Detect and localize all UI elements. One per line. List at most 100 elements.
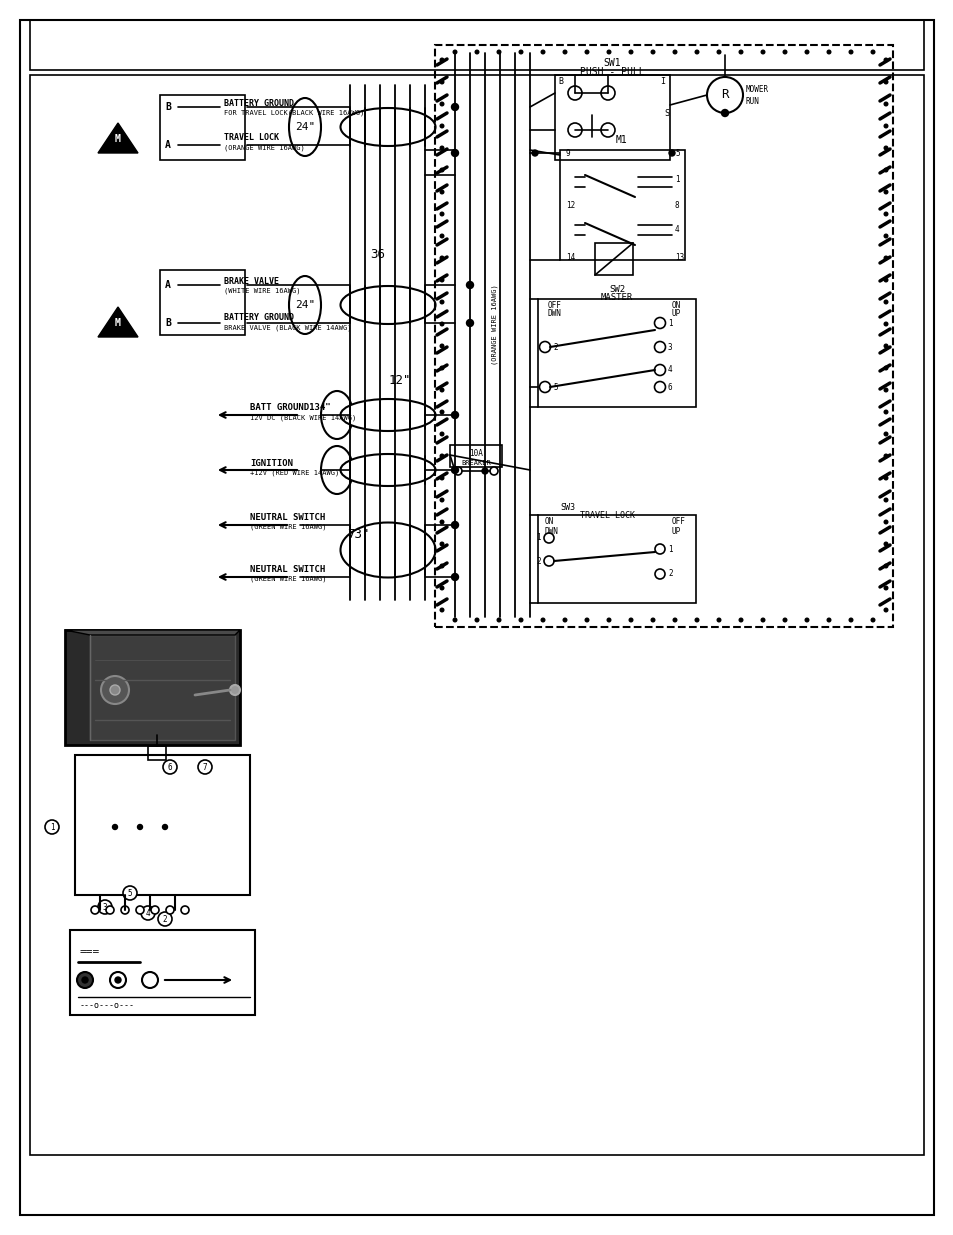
Circle shape [98,900,112,914]
Circle shape [454,467,461,475]
Bar [148,746,166,760]
Circle shape [654,382,665,393]
Circle shape [466,282,473,289]
Circle shape [101,676,129,704]
Text: MASTER: MASTER [600,294,633,303]
Circle shape [166,906,173,914]
Circle shape [181,906,189,914]
Circle shape [654,317,665,329]
Text: 5: 5 [128,888,132,898]
Circle shape [439,388,443,391]
Circle shape [655,569,664,579]
Circle shape [451,521,458,529]
Circle shape [532,149,537,156]
Circle shape [804,51,808,54]
Text: SW2: SW2 [608,285,624,294]
Text: (GREEN WIRE 16AWG): (GREEN WIRE 16AWG) [250,576,326,582]
Text: +12V (RED WIRE 14AWG): +12V (RED WIRE 14AWG) [250,469,339,477]
Circle shape [848,51,852,54]
Circle shape [848,619,852,621]
Circle shape [870,619,874,621]
Circle shape [883,608,887,611]
Text: BRAKE VALVE (BLACK WIRE 14AWG): BRAKE VALVE (BLACK WIRE 14AWG) [224,325,351,331]
Circle shape [870,51,874,54]
Bar [160,270,245,335]
Circle shape [629,51,632,54]
Circle shape [562,619,566,621]
Circle shape [439,410,443,414]
Circle shape [439,190,443,194]
Circle shape [136,906,144,914]
Circle shape [651,619,654,621]
Text: 6: 6 [168,762,172,772]
Ellipse shape [289,275,320,333]
Polygon shape [98,124,138,153]
Text: 1: 1 [667,545,672,553]
Circle shape [439,168,443,172]
Circle shape [475,619,478,621]
Circle shape [77,972,92,988]
Circle shape [883,542,887,546]
Circle shape [151,906,159,914]
Circle shape [883,278,887,282]
Circle shape [600,124,615,137]
Bar [75,755,250,895]
Text: DWN: DWN [544,526,558,536]
Circle shape [883,58,887,62]
Circle shape [540,619,544,621]
Bar [65,630,240,745]
Bar [595,243,633,275]
Circle shape [518,619,522,621]
Circle shape [451,467,458,473]
Circle shape [883,477,887,480]
Circle shape [654,342,665,352]
Text: B: B [558,77,562,85]
Circle shape [230,685,240,695]
Circle shape [439,80,443,84]
Circle shape [439,608,443,611]
Circle shape [112,825,117,830]
Circle shape [673,619,676,621]
Circle shape [883,520,887,524]
Circle shape [883,256,887,259]
Bar [90,635,234,740]
Circle shape [451,411,458,419]
Circle shape [883,190,887,194]
Bar [450,445,501,467]
Text: BREAKER: BREAKER [460,459,491,466]
Circle shape [439,103,443,106]
Circle shape [883,388,887,391]
Text: 5: 5 [675,148,679,158]
Ellipse shape [340,287,435,324]
Circle shape [720,110,728,116]
Circle shape [883,367,887,369]
Circle shape [163,760,177,774]
Text: A: A [165,140,171,149]
Circle shape [439,212,443,216]
Text: 8: 8 [675,200,679,210]
Text: NEUTRAL SWITCH: NEUTRAL SWITCH [250,513,325,521]
Bar [435,44,892,627]
Text: FOR TRAVEL LOCK(BLACK WIRE 16AWG): FOR TRAVEL LOCK(BLACK WIRE 16AWG) [224,110,364,116]
Circle shape [668,149,675,156]
Circle shape [439,498,443,501]
Text: 12V DC (BLACK WIRE 14AWG): 12V DC (BLACK WIRE 14AWG) [250,415,355,421]
Text: 7: 7 [202,762,207,772]
Text: B: B [165,103,171,112]
Text: OFF: OFF [671,517,685,526]
Text: 4: 4 [146,909,151,918]
Circle shape [518,51,522,54]
Circle shape [439,432,443,436]
Text: I: I [659,77,664,85]
Circle shape [883,498,887,501]
Circle shape [439,322,443,326]
Circle shape [45,820,59,834]
Ellipse shape [289,98,320,156]
Polygon shape [65,630,240,635]
Circle shape [717,619,720,621]
Circle shape [141,906,154,920]
Circle shape [739,619,742,621]
Circle shape [91,906,99,914]
Circle shape [540,51,544,54]
Circle shape [439,146,443,149]
